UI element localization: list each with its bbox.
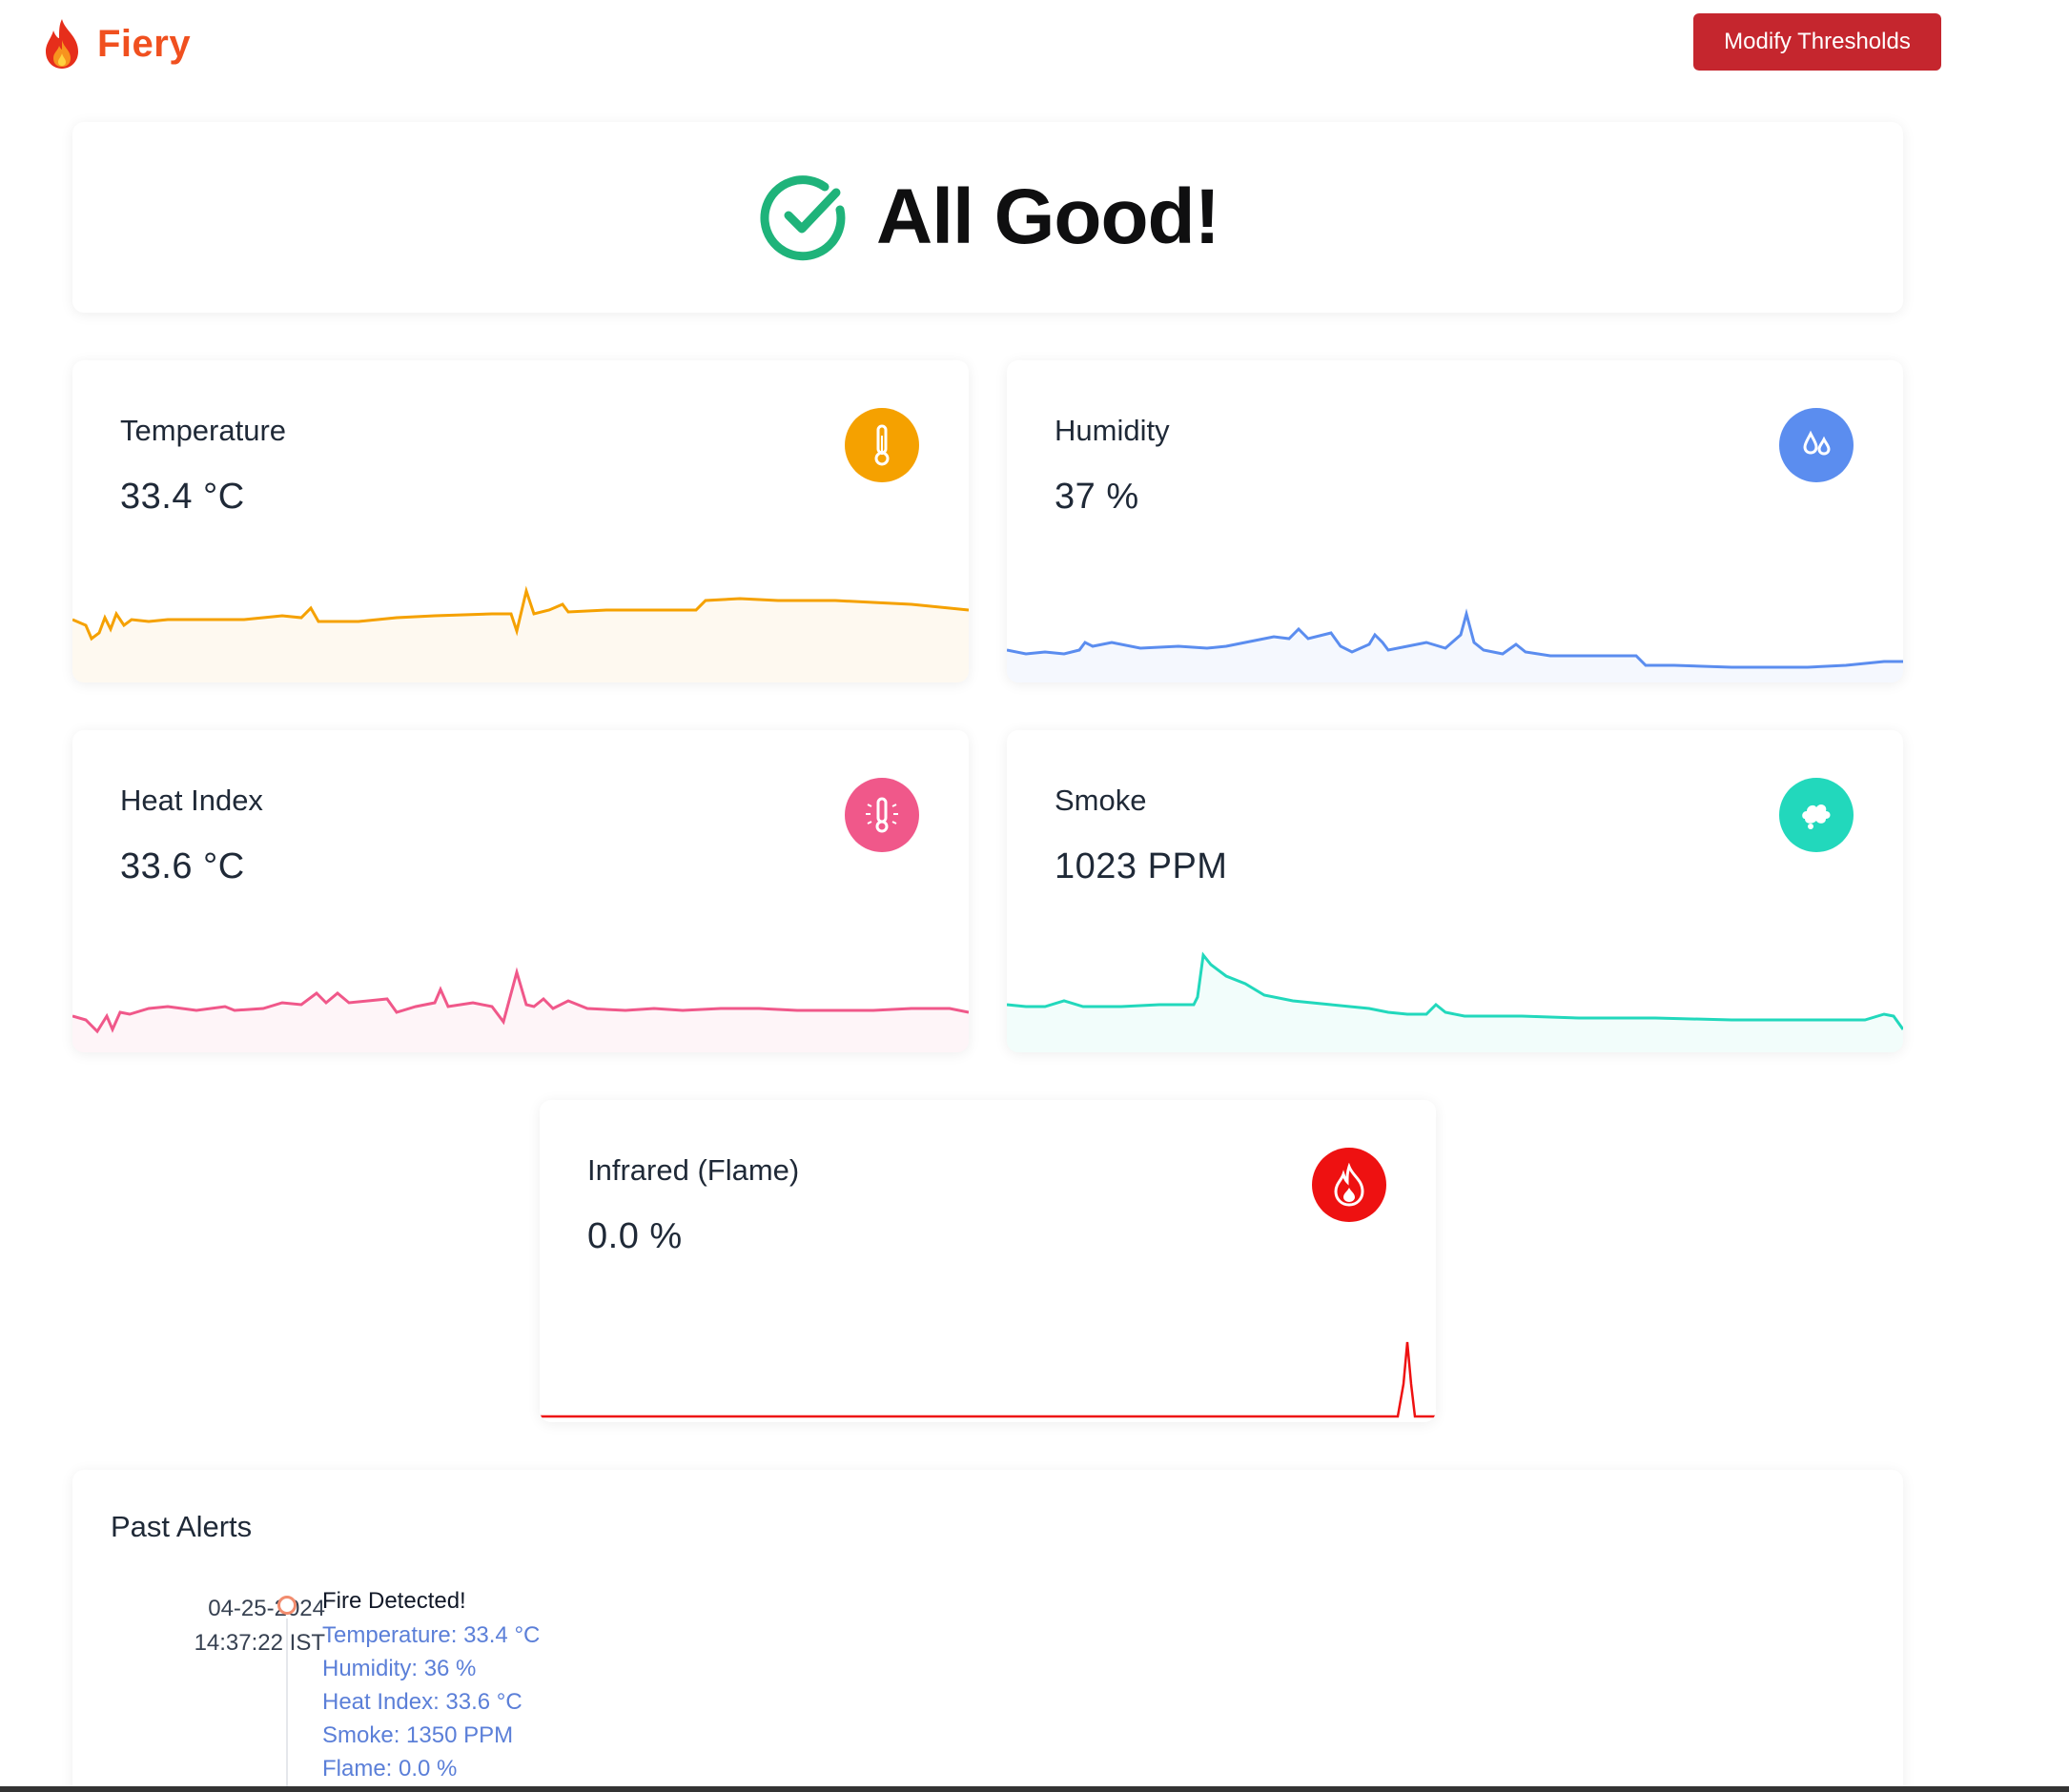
past-alerts-card: Past Alerts 04-25-2024 14:37:22 IST Fire… xyxy=(72,1470,1903,1792)
alert-detail-flame: Flame: 0.0 % xyxy=(322,1756,458,1782)
alert-heading: Fire Detected! xyxy=(322,1588,466,1614)
temperature-value: 33.4 °C xyxy=(120,477,245,517)
flame-sparkline xyxy=(540,1341,1436,1418)
thermometer-sun-icon xyxy=(845,778,919,852)
status-message: All Good! xyxy=(876,173,1220,260)
flame-icon xyxy=(1312,1148,1386,1222)
alert-date: 04-25-2024 xyxy=(208,1596,325,1621)
timeline-line xyxy=(286,1619,288,1792)
status-card: All Good! xyxy=(72,122,1903,313)
app-name: Fiery xyxy=(97,22,192,65)
alert-item[interactable]: Fire Detected! Temperature: 33.4 °C Humi… xyxy=(322,1584,540,1785)
check-circle-icon xyxy=(760,175,846,261)
humidity-card: Humidity 37 % xyxy=(1007,360,1903,682)
smoke-icon xyxy=(1779,778,1854,852)
top-bar: Fiery Modify Thresholds xyxy=(0,0,2069,95)
alert-detail-temperature: Temperature: 33.4 °C xyxy=(322,1622,541,1648)
flame-title: Infrared (Flame) xyxy=(587,1153,800,1187)
modify-thresholds-button[interactable]: Modify Thresholds xyxy=(1693,13,1941,71)
app-logo[interactable]: Fiery xyxy=(40,17,191,71)
humidity-value: 37 % xyxy=(1055,477,1139,517)
alert-detail-smoke: Smoke: 1350 PPM xyxy=(322,1722,514,1748)
alert-time: 14:37:22 IST xyxy=(194,1630,325,1656)
past-alerts-title: Past Alerts xyxy=(111,1510,253,1543)
heat-index-card: Heat Index 33.6 °C xyxy=(72,730,969,1052)
temperature-sparkline xyxy=(72,585,969,682)
alert-timestamp: 04-25-2024 14:37:22 IST xyxy=(111,1592,325,1660)
humidity-title: Humidity xyxy=(1055,414,1170,447)
fire-logo-icon xyxy=(46,19,78,69)
heat-index-sparkline xyxy=(72,967,969,1052)
smoke-title: Smoke xyxy=(1055,784,1147,817)
smoke-sparkline xyxy=(1007,951,1903,1052)
flame-card: Infrared (Flame) 0.0 % xyxy=(540,1100,1436,1422)
droplets-icon xyxy=(1779,408,1854,482)
heat-index-title: Heat Index xyxy=(120,784,263,817)
smoke-value: 1023 PPM xyxy=(1055,846,1228,886)
humidity-sparkline xyxy=(1007,608,1903,682)
temperature-title: Temperature xyxy=(120,414,287,447)
heat-index-value: 33.6 °C xyxy=(120,846,245,886)
temperature-card: Temperature 33.4 °C xyxy=(72,360,969,682)
flame-value: 0.0 % xyxy=(587,1216,683,1256)
thermometer-icon xyxy=(845,408,919,482)
bottom-rule xyxy=(0,1786,2069,1792)
timeline-dot-icon xyxy=(277,1596,297,1615)
alert-detail-heat-index: Heat Index: 33.6 °C xyxy=(322,1689,522,1715)
smoke-card: Smoke 1023 PPM xyxy=(1007,730,1903,1052)
alert-detail-humidity: Humidity: 36 % xyxy=(322,1656,477,1681)
